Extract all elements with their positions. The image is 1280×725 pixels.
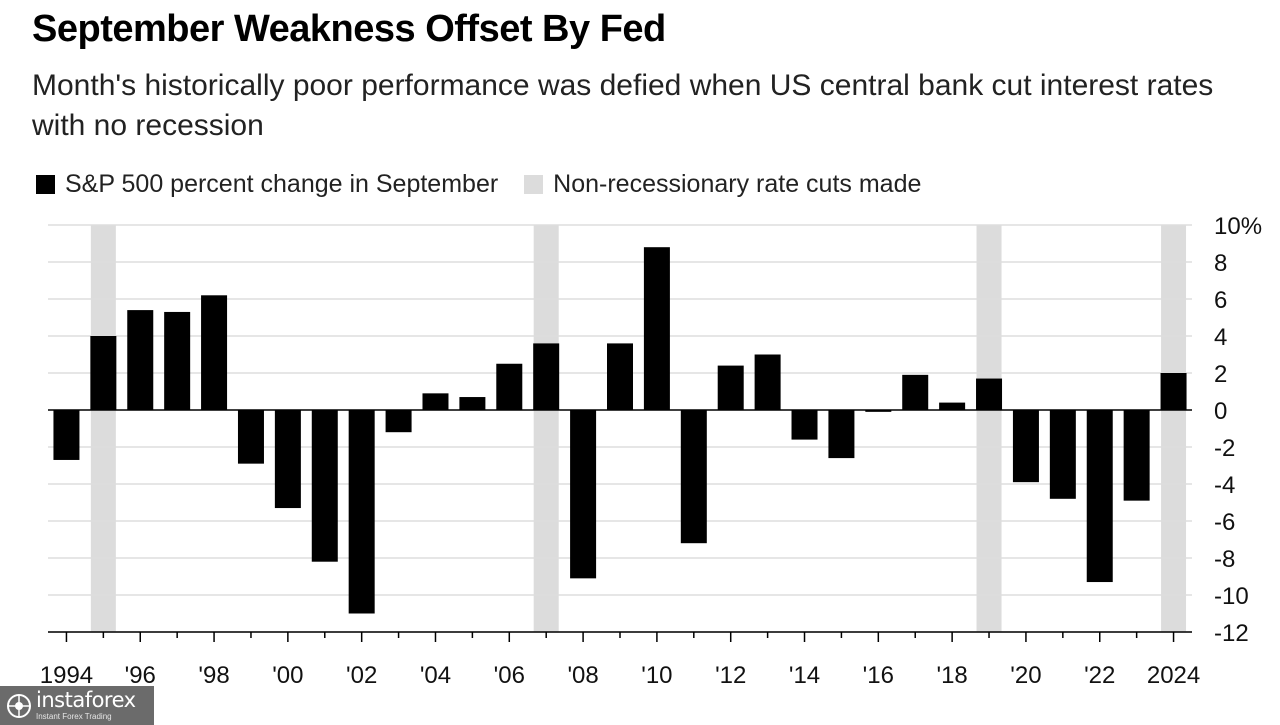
bar-1996 <box>127 310 154 410</box>
bar-2018 <box>939 402 966 410</box>
instaforex-watermark: instaforex Instant Forex Trading <box>0 686 154 725</box>
x-tick-label-1996: '96 <box>125 662 156 689</box>
instaforex-logo-icon <box>7 693 31 718</box>
legend-label-sp500: S&P 500 percent change in September <box>65 169 499 198</box>
x-tick-label-2000: '00 <box>272 662 303 689</box>
bar-1998 <box>201 295 228 410</box>
bar-2003 <box>385 410 412 433</box>
chart-subtitle: Month's historically poor performance wa… <box>32 69 1214 142</box>
x-tick-label-2024: 2024 <box>1147 662 1200 689</box>
watermark-tagline: Instant Forex Trading <box>36 712 112 721</box>
x-tick-label-2008: '08 <box>567 662 598 689</box>
bar-2000 <box>274 410 301 509</box>
bar-2013 <box>754 354 781 410</box>
y-tick-label-8: 8 <box>1214 250 1227 277</box>
x-tick-label-2018: '18 <box>936 662 967 689</box>
bar-2019 <box>976 378 1003 410</box>
x-tick-label-2002: '02 <box>346 662 377 689</box>
y-tick-label--12: -12 <box>1214 620 1249 647</box>
x-tick-label-1994: 1994 <box>40 662 93 689</box>
y-tick-label-2: 2 <box>1214 361 1227 388</box>
x-tick-label-2012: '12 <box>715 662 746 689</box>
x-tick-label-2006: '06 <box>494 662 525 689</box>
bar-2012 <box>717 365 744 410</box>
bar-2017 <box>902 374 929 410</box>
bar-2002 <box>348 410 375 614</box>
watermark-brand: instaforex <box>36 688 136 712</box>
y-tick-label--2: -2 <box>1214 435 1235 462</box>
x-tick-label-2014: '14 <box>789 662 820 689</box>
y-tick-label-4: 4 <box>1214 324 1227 351</box>
bar-2011 <box>680 410 707 544</box>
chart-legend: S&P 500 percent change in September Non-… <box>36 168 947 200</box>
x-tick-label-1998: '98 <box>198 662 229 689</box>
legend-item-rate-cuts: Non-recessionary rate cuts made <box>524 170 921 199</box>
rate-cut-band-2024 <box>1161 225 1187 632</box>
bar-2008 <box>570 410 597 579</box>
bar-2014 <box>791 410 818 440</box>
x-tick-label-2010: '10 <box>641 662 672 689</box>
bar-2024 <box>1160 373 1187 410</box>
rate-cut-band-1995 <box>90 225 116 632</box>
bar-2004 <box>422 393 449 410</box>
x-tick-label-2022: '22 <box>1084 662 1115 689</box>
rate-cut-band-2007 <box>533 225 559 632</box>
y-tick-label-6: 6 <box>1214 287 1227 314</box>
x-tick-label-2004: '04 <box>420 662 451 689</box>
x-tick-label-2020: '20 <box>1010 662 1041 689</box>
legend-swatch-black <box>36 174 55 194</box>
bar-2015 <box>828 410 855 459</box>
bar-1997 <box>164 311 191 410</box>
y-tick-label--6: -6 <box>1214 509 1235 536</box>
legend-item-sp500: S&P 500 percent change in September <box>36 170 498 199</box>
rate-cut-band-2019 <box>976 225 1002 632</box>
bar-2021 <box>1049 410 1076 499</box>
bar-2016 <box>865 410 892 412</box>
chart-title: September Weakness Offset By Fed <box>32 8 666 50</box>
bar-2009 <box>607 343 633 410</box>
x-tick-label-2016: '16 <box>863 662 894 689</box>
y-tick-label--4: -4 <box>1214 472 1235 499</box>
y-tick-label-0: 0 <box>1214 398 1227 425</box>
bar-1995 <box>90 336 117 410</box>
bar-1999 <box>237 410 264 464</box>
bar-2001 <box>311 410 338 562</box>
y-tick-label--8: -8 <box>1214 546 1235 573</box>
bar-1994 <box>53 410 80 460</box>
bar-2020 <box>1012 410 1039 483</box>
bar-2010 <box>643 247 670 410</box>
bar-2005 <box>459 397 486 410</box>
legend-swatch-gray <box>524 174 544 194</box>
bar-2006 <box>496 363 523 410</box>
bar-2022 <box>1086 410 1113 583</box>
bar-2023 <box>1123 410 1150 501</box>
bar-2007 <box>533 343 560 410</box>
y-tick-label--10: -10 <box>1214 583 1249 610</box>
y-tick-label-10: 10% <box>1214 213 1262 240</box>
legend-label-rate-cuts: Non-recessionary rate cuts made <box>553 169 922 198</box>
